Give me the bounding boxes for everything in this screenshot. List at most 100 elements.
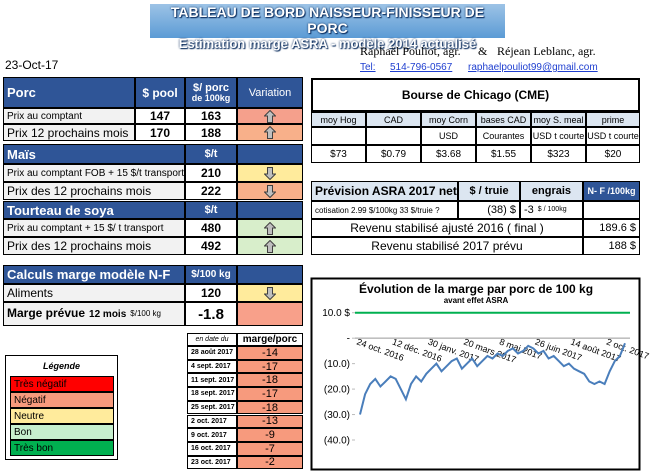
- arrow: [264, 221, 276, 235]
- cell: -7: [237, 441, 303, 456]
- cell: 492: [185, 237, 237, 255]
- legend-title: Légende: [8, 358, 115, 374]
- cell: Prix au comptant + 15 $/ t transport: [3, 219, 185, 237]
- tel[interactable]: 514-796-0567: [390, 62, 453, 73]
- cell: 189.6 $: [583, 219, 640, 237]
- cell: Calculs marge modèle N-F: [3, 265, 185, 284]
- cell: 25 sept. 2017: [187, 400, 237, 415]
- cell: $73: [311, 145, 366, 163]
- cell: -14: [237, 346, 303, 360]
- cell: moy S. meal: [531, 112, 586, 127]
- cell: -18: [237, 373, 303, 388]
- arrow: [264, 166, 276, 180]
- email[interactable]: raphaelpouliot99@gmail.com: [468, 62, 598, 73]
- text: $ / 100kg: [537, 206, 567, 214]
- variation-cell: [237, 284, 303, 302]
- cell: Prix au comptant: [3, 108, 135, 124]
- arrow-down: [264, 286, 276, 300]
- cell: Bourse de Chicago (CME): [311, 78, 640, 112]
- cell: Variation: [237, 77, 303, 108]
- x-tick-label: 14 août 2017: [569, 337, 622, 364]
- text: Marge prévue: [7, 306, 86, 321]
- cell: 188: [185, 124, 237, 141]
- author: Réjean Leblanc, agr.: [497, 44, 596, 58]
- cell: 480: [185, 219, 237, 237]
- cell: $3.68: [421, 145, 476, 163]
- x-tick-label: 30 janv. 2017: [427, 337, 481, 365]
- y-tick-label: (20.0): [324, 385, 350, 396]
- y-tick-label: (30.0): [324, 410, 350, 421]
- cell: 28 août 2017: [187, 346, 237, 360]
- x-tick-label: 24 oct. 2016: [355, 337, 405, 363]
- legend-item: Bon: [10, 424, 114, 440]
- tel-label: Tel:: [360, 62, 376, 73]
- empty-cell: [583, 201, 640, 219]
- cell: (38) $: [458, 201, 520, 219]
- subtitle: Estimation marge ASRA - modèle 2014 actu…: [178, 36, 477, 51]
- cell: engrais: [520, 181, 583, 201]
- y-tick-label: (40.0): [324, 436, 350, 447]
- title-banner: TABLEAU DE BORD NAISSEUR-FINISSEUR DE PO…: [150, 4, 505, 51]
- cell: Tourteau de soya: [3, 201, 185, 219]
- cell: $ pool: [135, 77, 185, 108]
- cell: 188 $: [583, 237, 640, 255]
- y-tick-label: -: [347, 334, 350, 345]
- cell: -17: [237, 359, 303, 374]
- cell: Courantes: [476, 127, 531, 145]
- line-series: [359, 342, 626, 415]
- variation-cell: [237, 237, 303, 255]
- cell: -2: [237, 455, 303, 470]
- cell: $0.79: [366, 145, 421, 163]
- empty-cell: [311, 127, 366, 145]
- cell: $/t: [185, 201, 237, 219]
- ampersand: &: [478, 44, 488, 58]
- cell: -13: [237, 414, 303, 429]
- cell: Revenu stabilisé ajusté 2016 ( final ): [311, 219, 583, 237]
- arrow-up: [264, 239, 276, 253]
- cell: N- F /100kg: [583, 181, 640, 201]
- cell: -17: [237, 387, 303, 401]
- arrow-up: [264, 126, 276, 139]
- cell: $/100 kg: [185, 265, 237, 284]
- cell: 163: [185, 108, 237, 124]
- cell: 23 oct. 2017: [187, 455, 237, 470]
- cell: 18 sept. 2017: [187, 387, 237, 401]
- cell: USD t courte: [531, 127, 586, 145]
- cell: 170: [135, 124, 185, 141]
- cell: 120: [185, 284, 237, 302]
- arrow: [264, 184, 276, 198]
- chart-title: Évolution de la marge par porc de 100 kg: [359, 281, 593, 296]
- cell: 222: [185, 182, 237, 200]
- text: $/100 kg: [130, 308, 161, 318]
- x-tick-label: 20 mars 2017: [462, 337, 517, 365]
- cell: Marge prévue 12 mois $/100 kg: [3, 302, 185, 326]
- cell: $1.55: [476, 145, 531, 163]
- author: Raphaël Pouliot, agr.: [360, 44, 461, 58]
- arrow-down: [264, 184, 276, 198]
- date: 23-Oct-17: [5, 58, 59, 72]
- cell: Prévision ASRA 2017 net: [311, 181, 458, 201]
- legend-item: Neutre: [10, 408, 114, 424]
- cell: 210: [185, 164, 237, 182]
- cell: 147: [135, 108, 185, 124]
- legend-item: Très négatif: [10, 376, 114, 392]
- cell: -3 $ / 100kg: [520, 201, 583, 219]
- cell: USD t courte: [586, 127, 640, 145]
- x-tick-label: 26 juin 2017: [534, 337, 584, 363]
- cell: 11 sept. 2017: [187, 373, 237, 388]
- cell: Porc: [3, 77, 135, 108]
- title: TABLEAU DE BORD NAISSEUR-FINISSEUR DE PO…: [170, 4, 485, 36]
- empty-cell: [366, 127, 421, 145]
- arrow-up: [264, 221, 276, 235]
- cell: Prix 12 prochains mois: [3, 124, 135, 141]
- variation-cell: [237, 302, 303, 326]
- x-tick-label: 2 oct. 2017: [605, 337, 650, 362]
- variation-cell: [237, 108, 303, 124]
- x-tick-label: 12 déc. 2016: [391, 337, 443, 364]
- cell: cotisation 2.99 $/100kg 33 $/truie ?: [311, 201, 458, 219]
- text: 12 mois: [89, 308, 127, 320]
- cell: 9 oct. 2017: [187, 428, 237, 442]
- variation-cell: [237, 124, 303, 141]
- header-fill: [237, 144, 303, 164]
